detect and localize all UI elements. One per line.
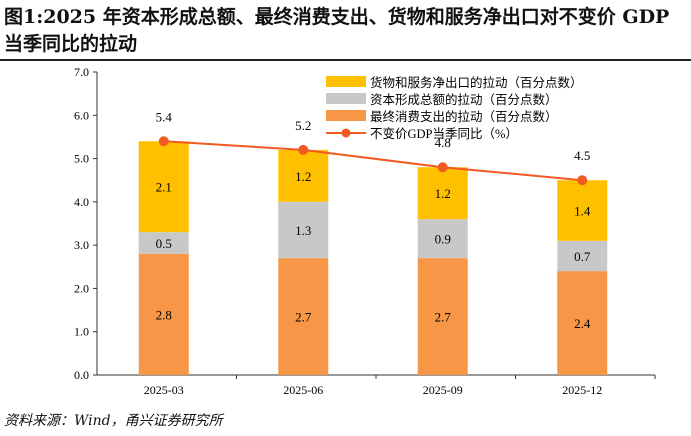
gdp-point: [577, 175, 588, 186]
bar-segment: [278, 149, 329, 202]
bar-value-label: 0.7: [574, 249, 591, 264]
y-tick-label: 1.0: [74, 325, 89, 339]
legend-label: 资本形成总额的拉动（百分点数）: [370, 92, 558, 107]
bar-value-label: 1.4: [574, 204, 591, 219]
gdp-value-label: 4.5: [574, 148, 590, 163]
legend-label: 不变价GDP当季同比（%）: [370, 126, 518, 141]
bar-segment: [417, 258, 468, 375]
bar-value-label: 2.7: [295, 310, 312, 325]
y-tick-label: 6.0: [74, 108, 89, 122]
bar-segment: [417, 219, 468, 259]
chart-title: 图1:2025 年资本形成总额、最终消费支出、货物和服务净出口对不变价 GDP …: [4, 6, 670, 55]
bar-value-label: 2.8: [156, 307, 172, 322]
bar-segment: [138, 253, 189, 375]
bar-value-label: 2.4: [574, 316, 591, 331]
source-note: 资料来源：Wind，甬兴证券研究所: [4, 413, 223, 429]
legend-label: 货物和服务净出口的拉动（百分点数）: [370, 75, 583, 90]
y-tick-label: 0.0: [74, 368, 89, 382]
bar-value-label: 2.1: [156, 180, 172, 195]
bar-segment: [138, 232, 189, 254]
bar-segment: [557, 271, 608, 375]
gdp-value-label: 5.2: [295, 118, 311, 133]
bar-value-label: 1.3: [295, 223, 311, 238]
gdp-value-label: 4.8: [435, 135, 451, 150]
legend-swatch: [326, 110, 366, 121]
bar-value-label: 1.2: [295, 169, 311, 184]
y-tick-label: 7.0: [74, 65, 89, 79]
gdp-point: [437, 162, 448, 173]
title-divider: [0, 59, 691, 61]
bar-segment: [138, 141, 189, 233]
gdp-point: [298, 144, 309, 155]
bar-segment: [278, 258, 329, 375]
bar-value-label: 0.5: [156, 236, 172, 251]
x-tick-label: 2025-12: [562, 383, 602, 397]
bar-segment: [417, 167, 468, 220]
x-tick-label: 2025-03: [144, 383, 184, 397]
bar-value-label: 0.9: [435, 232, 451, 247]
legend-marker: [341, 128, 351, 138]
bar-segment: [557, 180, 608, 241]
gdp-point: [158, 136, 169, 147]
legend-label: 最终消费支出的拉动（百分点数）: [370, 109, 558, 124]
bar-segment: [557, 240, 608, 272]
x-tick-label: 2025-09: [423, 383, 463, 397]
bar-value-label: 2.7: [435, 310, 452, 325]
legend-swatch: [326, 93, 366, 104]
y-tick-label: 3.0: [74, 238, 89, 252]
legend-swatch: [326, 76, 366, 87]
gdp-value-label: 5.4: [156, 109, 173, 124]
y-tick-label: 2.0: [74, 281, 89, 295]
x-tick-label: 2025-06: [283, 383, 323, 397]
bar-segment: [278, 201, 329, 259]
bar-value-label: 1.2: [435, 186, 451, 201]
gdp-line: [163, 140, 583, 182]
y-tick-label: 5.0: [74, 152, 89, 166]
y-tick-label: 4.0: [74, 195, 89, 209]
